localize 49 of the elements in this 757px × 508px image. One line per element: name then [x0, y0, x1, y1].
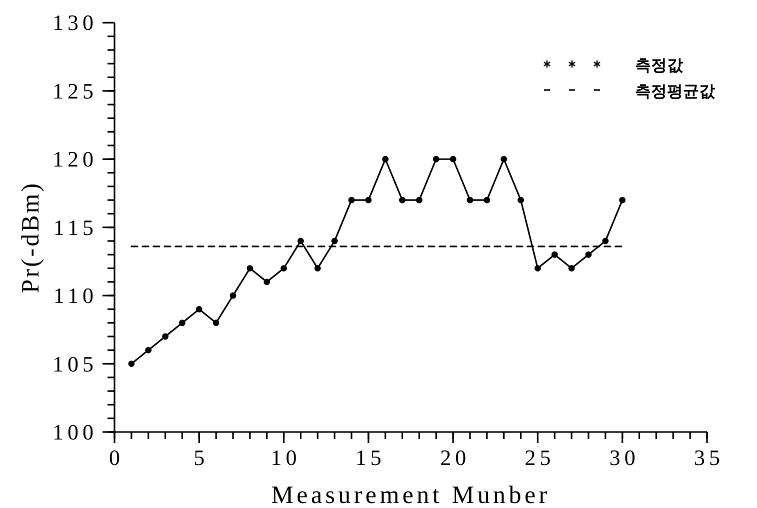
point [230, 292, 236, 299]
point [179, 320, 186, 326]
x-tick-label: 25 [524, 445, 555, 470]
point [280, 265, 287, 272]
point [450, 156, 456, 162]
point [619, 196, 626, 204]
point [145, 346, 152, 354]
point [551, 251, 558, 258]
legend-label: 측정평균값 [635, 82, 716, 100]
point [162, 333, 168, 340]
point [212, 320, 220, 326]
point [314, 265, 321, 272]
x-axis-title: Measurement Munber [271, 482, 550, 508]
y-tick-label: 125 [52, 78, 98, 104]
point [500, 156, 508, 162]
point [298, 238, 304, 244]
y-axis-title: Pr(-dBm) [18, 181, 44, 294]
point [432, 156, 440, 162]
point [416, 196, 422, 204]
x-tick-label: 0 [109, 445, 124, 470]
y-tick-label: 105 [52, 351, 98, 376]
point [585, 251, 592, 258]
y-tick-label: 130 [52, 10, 98, 36]
legend-label: 측정값 [635, 56, 684, 74]
point [196, 306, 202, 312]
point [128, 360, 135, 367]
x-tick-label: 35 [694, 445, 724, 470]
point [534, 265, 541, 272]
x-tick-label: 20 [440, 445, 470, 470]
point [382, 156, 389, 162]
point [365, 196, 372, 204]
y-tick-label: 120 [52, 146, 98, 172]
x-tick-label: 30 [609, 445, 640, 470]
y-tick-label: 100 [52, 420, 98, 444]
point [568, 265, 575, 272]
point [466, 196, 474, 204]
x-tick-label: 15 [355, 445, 386, 470]
point [348, 196, 355, 204]
point [602, 238, 609, 244]
point [399, 196, 406, 204]
point [484, 196, 490, 204]
x-tick-label: 10 [270, 445, 301, 470]
point [331, 238, 338, 244]
x-tick-label: 5 [194, 445, 209, 470]
y-tick-label: 115 [53, 214, 98, 240]
point [246, 265, 254, 272]
point [518, 196, 524, 204]
y-tick-label: 110 [53, 283, 98, 308]
point [264, 278, 270, 286]
